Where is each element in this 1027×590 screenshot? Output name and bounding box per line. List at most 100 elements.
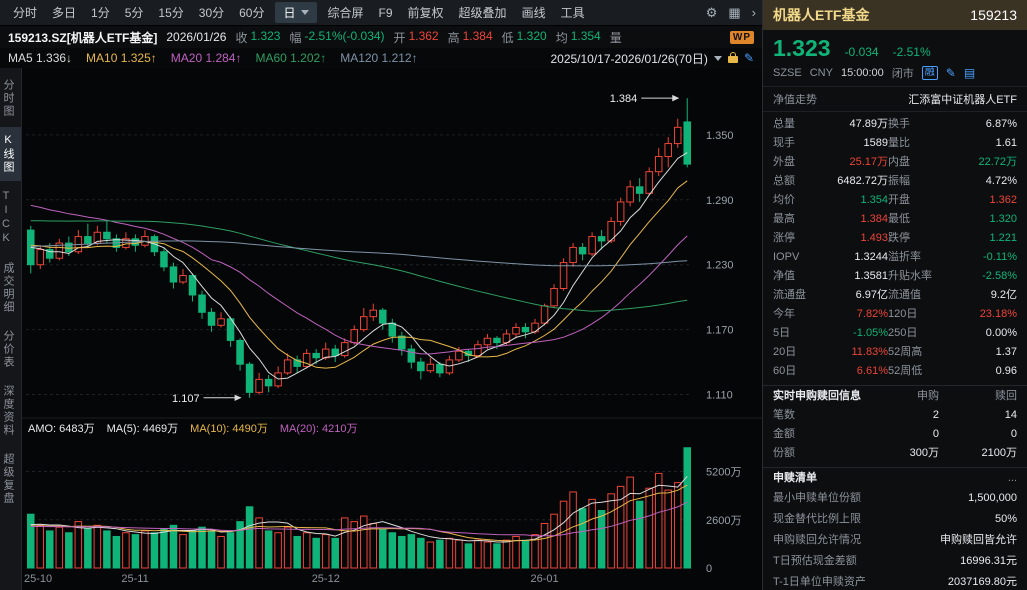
creation-list-title: 申赎清单 xyxy=(773,472,817,484)
sidebar-item-TICK[interactable]: TICK xyxy=(0,190,12,246)
stat-value: 6.87% xyxy=(985,118,1017,130)
stat-label: 溢折率 xyxy=(888,251,921,263)
quote-field: 均 1.354 xyxy=(556,29,601,46)
stat-label: 均价 xyxy=(773,194,795,206)
fund-row: 净值走势 汇添富中证机器人ETF xyxy=(763,86,1027,112)
stat-value: 47.89万 xyxy=(849,118,888,130)
stat-label: 总量 xyxy=(773,118,795,130)
status-row: SZSE CNY 15:00:00 闭市 融 ✎ ▤ xyxy=(763,63,1027,83)
list-row: 最小申赎单位份额 1,500,000 xyxy=(773,488,1017,509)
toolbar-action-button[interactable]: 综合屏 xyxy=(327,6,364,20)
quote-field: 收 1.323 xyxy=(235,29,280,46)
quote-field-label: 低 xyxy=(501,30,514,45)
toolbar-period-button[interactable]: 15分 xyxy=(158,6,184,20)
edit-icon[interactable]: ✎ xyxy=(743,51,754,65)
toolbar-period-button[interactable]: 5分 xyxy=(124,6,144,20)
top-toolbar: 分时 多日 1分 5分 15分 30分 60分 日 综合屏 F9 前复权 超级叠加 画线 工具 ⚙ ▦… xyxy=(0,0,762,26)
sidebar-item-K线图[interactable]: K线图 xyxy=(0,127,21,181)
stat-value: 22.72万 xyxy=(978,156,1017,168)
stat-label: 52周高 xyxy=(888,346,923,358)
chart-area[interactable]: 1.350 1.290 1.230 1.170 1.110 5200万 2600万 0 1.38… xyxy=(22,68,762,590)
sidebar-item-分价表[interactable]: 分价表 xyxy=(2,330,14,369)
stat-label: 最高 xyxy=(773,213,795,225)
quote-field-value: 1.354 xyxy=(570,28,601,43)
edit-icon[interactable]: ✎ xyxy=(945,66,956,80)
list-label: 申购赎回允许情况 xyxy=(773,534,861,546)
sidebar-item-分时图[interactable]: 分时图 xyxy=(2,79,14,118)
date-range-label: 2025/10/17-2026/01/26(70日) xyxy=(550,51,708,66)
panel-stats: 总量 47.89万 换手 6.87% 现手 1589 量比 1.61 外盘 25.17万 内盘 22.… xyxy=(763,112,1027,381)
stat-label: 升贴水率 xyxy=(888,270,932,282)
toolbar-period-button[interactable]: 多日 xyxy=(52,6,77,20)
x-axis-label: 25-12 xyxy=(312,573,340,585)
ma-legend-item: MA60 1.202↑ xyxy=(255,51,327,65)
quote-bar: 159213.SZ[机器人ETF基金] 2026/01/26 收 1.323 幅 -2… xyxy=(0,26,762,48)
stat-value: 1.61 xyxy=(995,137,1017,149)
gear-icon[interactable]: ⚙ xyxy=(705,4,718,20)
volume-ma-lines xyxy=(30,476,688,543)
date-range-selector[interactable]: 2025/10/17-2026/01/26(70日) ✎ xyxy=(550,50,754,67)
rt-redeem-value: 14 xyxy=(1004,409,1017,421)
ma-legend-item: MA120 1.212↑ xyxy=(340,51,418,65)
amo-legend-item: AMO: 6483万 xyxy=(28,423,95,435)
sidebar-item-深度资料[interactable]: 深度资料 xyxy=(2,385,14,437)
stat-label: 涨停 xyxy=(773,232,795,244)
exchange-label: SZSE xyxy=(773,67,802,79)
toolbar-action-button[interactable]: 前复权 xyxy=(407,6,444,20)
volume-axis-label: 5200万 xyxy=(706,467,741,479)
quote-time: 15:00:00 xyxy=(840,67,884,79)
rt-redeem-value: 2100万 xyxy=(981,447,1017,459)
list-value: 申购赎回皆允许 xyxy=(940,534,1017,546)
toolbar-action-button[interactable]: F9 xyxy=(378,5,393,20)
stat-label: 今年 xyxy=(773,308,795,320)
rt-label: 金额 xyxy=(773,428,795,440)
volume-bars xyxy=(27,447,692,569)
x-axis-label: 26-01 xyxy=(531,573,559,585)
stat-value: 6482.72万 xyxy=(837,175,888,187)
toolbar-periods: 分时 多日 1分 5分 15分 30分 60分 xyxy=(6,2,271,23)
volume-axis-label: 0 xyxy=(706,563,712,575)
toolbar-action-button[interactable]: 超级叠加 xyxy=(458,6,507,20)
toolbar-period-button[interactable]: 60分 xyxy=(239,6,265,20)
quote-field: 高 1.384 xyxy=(448,29,493,46)
board-icon[interactable]: ▤ xyxy=(963,66,976,80)
lock-icon[interactable] xyxy=(727,52,738,63)
list-label: T-1日单位申赎资产 xyxy=(773,576,866,588)
list-row: T日预估现金差额 16996.31元 xyxy=(773,551,1017,572)
toolbar-period-button[interactable]: 分时 xyxy=(13,6,38,20)
quote-field: 幅 -2.51%(-0.034) xyxy=(289,29,384,46)
last-price: 1.323 xyxy=(773,35,831,61)
nav-trend-link[interactable]: 净值走势 xyxy=(773,94,817,106)
quote-field: 量 xyxy=(610,29,622,46)
creation-list-header: 申赎清单 ... xyxy=(773,468,1017,488)
stat-value: 23.18% xyxy=(979,308,1017,320)
stat-label: 净值 xyxy=(773,270,795,282)
quote-field-label: 量 xyxy=(609,30,622,45)
annotations: 1.384 1.107 xyxy=(172,93,680,405)
wp-badge[interactable]: WP xyxy=(729,30,754,44)
toolbar-action-button[interactable]: 工具 xyxy=(560,6,585,20)
quote-field-value: 1.362 xyxy=(408,28,439,43)
kline-svg[interactable]: 1.350 1.290 1.230 1.170 1.110 5200万 2600万 0 1.38… xyxy=(22,68,762,590)
stat-value: 1.3244 xyxy=(854,251,888,263)
grid-layout-icon[interactable]: ▦ xyxy=(728,4,741,20)
sidebar-item-超级复盘[interactable]: 超级复盘 xyxy=(2,453,14,505)
chevron-right-icon[interactable]: › xyxy=(751,5,756,20)
stat-value: 1.37 xyxy=(995,346,1017,358)
rt-subscribe-value: 0 xyxy=(932,428,939,440)
period-dropdown[interactable]: 日 xyxy=(275,2,317,23)
toolbar-action-button[interactable]: 画线 xyxy=(521,6,546,20)
stat-label: 20日 xyxy=(773,346,797,358)
gridlines: 1.350 1.290 1.230 1.170 1.110 5200万 2600万 0 xyxy=(22,130,762,575)
rt-subscribe-value: 300万 xyxy=(909,447,939,459)
toolbar-period-button[interactable]: 30分 xyxy=(198,6,225,20)
toolbar-period-button[interactable]: 1分 xyxy=(91,6,110,20)
quote-field: 低 1.320 xyxy=(502,29,547,46)
stat-label: 现手 xyxy=(773,137,795,149)
more-button[interactable]: ... xyxy=(1007,472,1017,484)
market-state: 闭市 xyxy=(891,68,914,80)
stat-label: 跌停 xyxy=(888,232,910,244)
stat-value: 4.72% xyxy=(985,175,1017,187)
ma-legend-item: MA20 1.284↑ xyxy=(170,51,242,65)
sidebar-item-成交明细[interactable]: 成交明细 xyxy=(2,262,14,314)
